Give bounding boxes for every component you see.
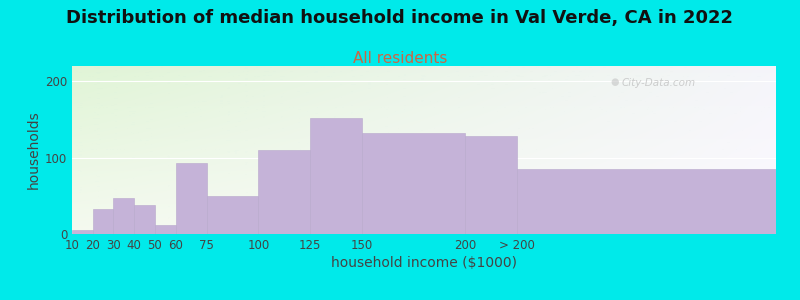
X-axis label: household income ($1000): household income ($1000) — [331, 256, 517, 270]
Y-axis label: households: households — [26, 111, 41, 189]
Bar — [206, 196, 258, 234]
Bar — [155, 225, 175, 234]
Text: City-Data.com: City-Data.com — [621, 78, 695, 88]
Text: All residents: All residents — [353, 51, 447, 66]
Bar — [114, 198, 134, 234]
Bar — [72, 230, 93, 234]
Bar — [175, 163, 206, 234]
Bar — [517, 169, 776, 234]
Bar — [466, 136, 517, 234]
Bar — [93, 209, 114, 234]
Bar — [258, 150, 310, 234]
Bar — [310, 118, 362, 234]
Text: Distribution of median household income in Val Verde, CA in 2022: Distribution of median household income … — [66, 9, 734, 27]
Bar — [362, 133, 466, 234]
Text: ●: ● — [610, 77, 619, 87]
Bar — [134, 205, 155, 234]
